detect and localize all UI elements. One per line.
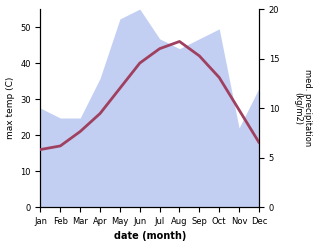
Y-axis label: med. precipitation
(kg/m2): med. precipitation (kg/m2) — [293, 69, 313, 147]
X-axis label: date (month): date (month) — [114, 231, 186, 242]
Y-axis label: max temp (C): max temp (C) — [5, 77, 15, 139]
